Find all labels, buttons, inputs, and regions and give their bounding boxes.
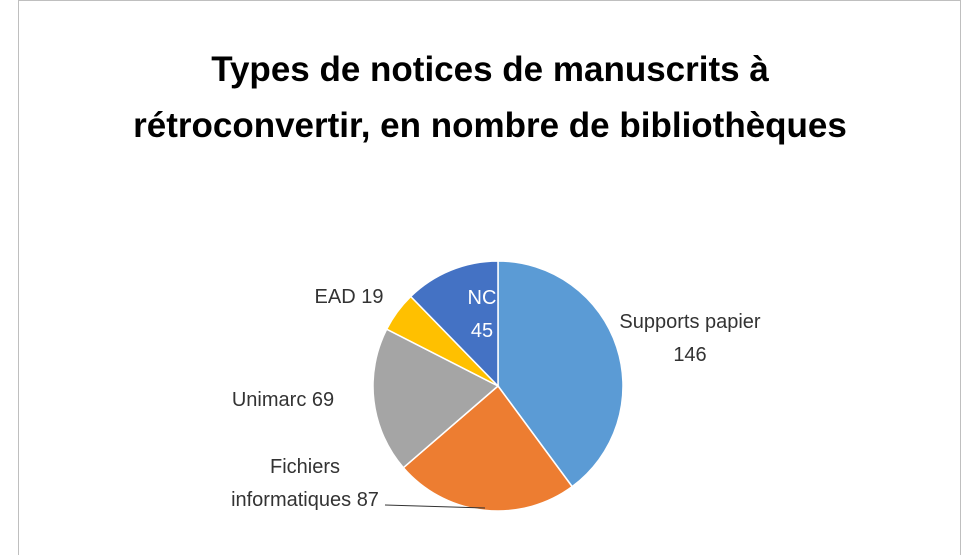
label-value: 69 <box>311 389 335 411</box>
pie-slice <box>372 328 500 469</box>
label-category: Unimarc <box>231 389 307 411</box>
leader-line <box>384 504 486 509</box>
label-category: NC <box>467 287 497 309</box>
data-label: Fichiers informatiques 87 <box>225 451 385 517</box>
data-label: EAD 19 <box>289 281 409 314</box>
label-category: Supports papier <box>619 311 761 333</box>
label-value: 146 <box>673 344 707 366</box>
data-label: NC 45 <box>457 282 507 348</box>
pie-slice <box>497 260 624 488</box>
label-value: 87 <box>356 489 379 511</box>
label-value: 19 <box>361 286 384 308</box>
pie-slice <box>402 384 574 512</box>
chart-title: Types de notices de manuscrits à rétroco… <box>133 50 847 145</box>
label-value: 45 <box>470 320 494 342</box>
label-category: EAD <box>314 286 356 308</box>
label-category: Fichiers informatiques <box>231 456 352 511</box>
chart-frame <box>18 0 961 555</box>
data-label: Supports papier 146 <box>615 306 765 372</box>
data-label: Unimarc 69 <box>203 384 363 417</box>
pie-slice <box>409 260 499 388</box>
